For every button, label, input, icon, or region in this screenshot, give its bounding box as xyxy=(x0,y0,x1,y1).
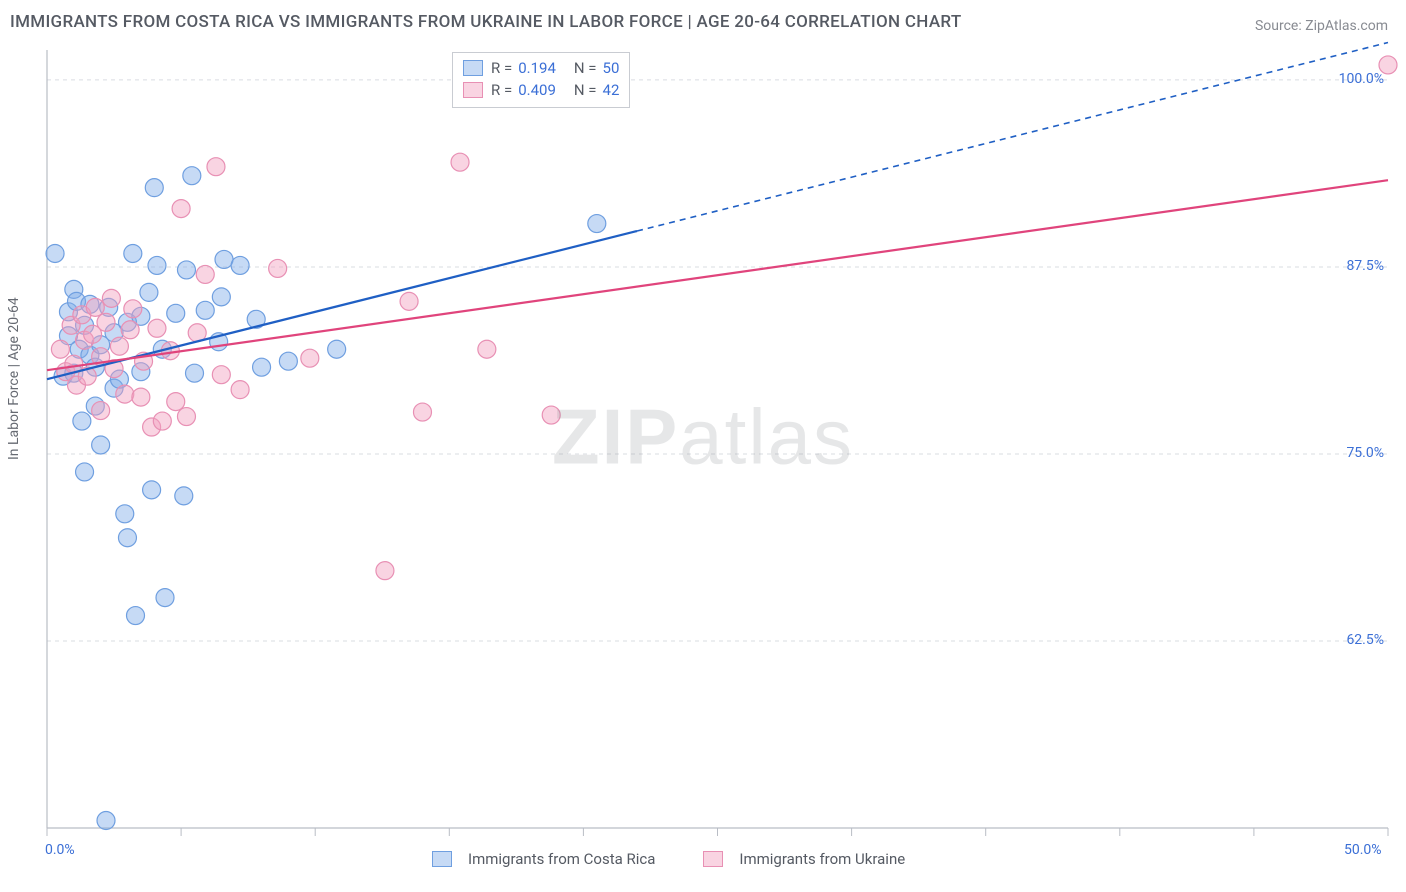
costa_rica-point xyxy=(212,288,230,306)
ukraine-point xyxy=(172,200,190,218)
costa_rica-point xyxy=(156,589,174,607)
y-tick-label: 75.0% xyxy=(1346,445,1384,461)
ukraine-point xyxy=(413,403,431,421)
costa_rica-point xyxy=(92,436,110,454)
ukraine-point xyxy=(86,298,104,316)
ukraine-point xyxy=(451,153,469,171)
costa_rica-point xyxy=(97,812,115,830)
legend-swatch-icon xyxy=(432,851,452,867)
legend-r-label: R = xyxy=(491,59,512,77)
ukraine-point xyxy=(124,300,142,318)
ukraine-point xyxy=(196,265,214,283)
costa_rica-point xyxy=(588,215,606,233)
chart-container: IMMIGRANTS FROM COSTA RICA VS IMMIGRANTS… xyxy=(0,0,1406,892)
ukraine-point xyxy=(121,321,139,339)
series-legend-item-ukraine: Immigrants from Ukraine xyxy=(703,850,905,868)
ukraine-point xyxy=(102,289,120,307)
legend-swatch-icon xyxy=(703,851,723,867)
ukraine-point xyxy=(51,340,69,358)
costa_rica-point xyxy=(175,487,193,505)
ukraine-point xyxy=(301,349,319,367)
costa_rica-point xyxy=(76,463,94,481)
correlation-legend: R = 0.194 N = 50 R = 0.409 N = 42 xyxy=(452,52,630,108)
costa_rica-point xyxy=(196,301,214,319)
ukraine-point xyxy=(207,158,225,176)
series-legend-label: Immigrants from Ukraine xyxy=(739,850,905,868)
ukraine-point xyxy=(376,562,394,580)
legend-n-value: 50 xyxy=(603,59,620,77)
legend-r-label: R = xyxy=(491,81,512,99)
legend-r-value: 0.409 xyxy=(518,81,556,99)
ukraine-point xyxy=(153,412,171,430)
ukraine-point xyxy=(97,313,115,331)
ukraine-regression-line xyxy=(47,180,1388,370)
legend-n-value: 42 xyxy=(603,81,620,99)
costa_rica-point xyxy=(231,256,249,274)
costa_rica-point xyxy=(328,340,346,358)
x-tick-label: 50.0% xyxy=(1344,842,1382,858)
ukraine-point xyxy=(478,340,496,358)
chart-svg xyxy=(0,0,1406,892)
costa_rica-point xyxy=(183,167,201,185)
series-legend-item-costa_rica: Immigrants from Costa Rica xyxy=(432,850,655,868)
costa_rica-regression-dash xyxy=(637,43,1388,232)
ukraine-point xyxy=(92,402,110,420)
legend-n-label: N = xyxy=(574,59,597,77)
costa_rica-point xyxy=(46,244,64,262)
costa_rica-point xyxy=(145,179,163,197)
legend-swatch-icon xyxy=(463,60,483,76)
costa_rica-point xyxy=(148,256,166,274)
costa_rica-point xyxy=(253,358,271,376)
ukraine-point xyxy=(212,366,230,384)
costa_rica-point xyxy=(124,244,142,262)
ukraine-point xyxy=(132,388,150,406)
legend-swatch-icon xyxy=(463,82,483,98)
costa_rica-point xyxy=(127,607,145,625)
ukraine-point xyxy=(167,393,185,411)
ukraine-point xyxy=(110,337,128,355)
costa_rica-point xyxy=(116,505,134,523)
costa_rica-point xyxy=(118,529,136,547)
ukraine-point xyxy=(231,381,249,399)
legend-row-ukraine: R = 0.409 N = 42 xyxy=(463,79,619,101)
ukraine-point xyxy=(269,259,287,277)
costa_rica-point xyxy=(215,250,233,268)
ukraine-point xyxy=(148,319,166,337)
costa_rica-point xyxy=(143,481,161,499)
y-tick-label: 87.5% xyxy=(1346,258,1384,274)
costa_rica-point xyxy=(140,283,158,301)
ukraine-point xyxy=(400,292,418,310)
costa_rica-point xyxy=(167,304,185,322)
costa_rica-point xyxy=(186,364,204,382)
legend-n-label: N = xyxy=(574,81,597,99)
legend-r-value: 0.194 xyxy=(518,59,556,77)
legend-row-costa_rica: R = 0.194 N = 50 xyxy=(463,57,619,79)
series-legend-label: Immigrants from Costa Rica xyxy=(468,850,655,868)
costa_rica-point xyxy=(177,261,195,279)
costa_rica-point xyxy=(279,352,297,370)
ukraine-point xyxy=(542,406,560,424)
ukraine-point xyxy=(177,408,195,426)
series-legend: Immigrants from Costa Rica Immigrants fro… xyxy=(432,850,905,868)
costa_rica-point xyxy=(73,412,91,430)
ukraine-point xyxy=(116,385,134,403)
y-tick-label: 62.5% xyxy=(1346,632,1384,648)
y-tick-label: 100.0% xyxy=(1339,71,1384,87)
x-tick-label: 0.0% xyxy=(45,842,75,858)
